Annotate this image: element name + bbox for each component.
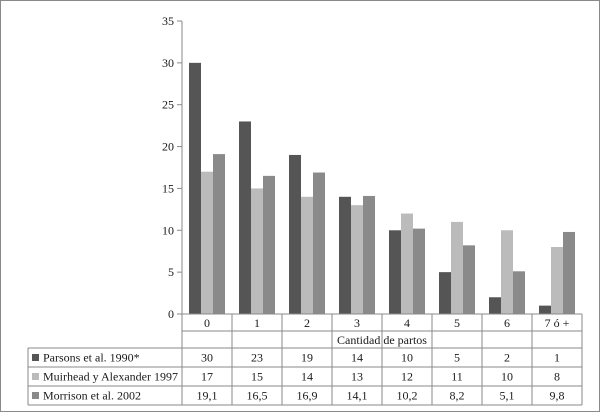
bar-2-3 — [351, 205, 363, 314]
bar-3-7ó+ — [563, 231, 575, 314]
bar-2-6 — [501, 230, 513, 314]
bar-2-4 — [401, 213, 413, 314]
bar-3-6 — [513, 271, 525, 314]
legend-label: Parsons et al. 1990* — [43, 351, 140, 365]
table-cell: 10 — [501, 370, 513, 384]
table-cell: 13 — [351, 370, 363, 384]
bar-1-4 — [389, 230, 401, 314]
bars — [189, 62, 575, 314]
legend-label: Muirhead y Alexander 1997 — [43, 370, 178, 384]
table-cell: 2 — [504, 351, 510, 365]
table-cell: 17 — [201, 370, 213, 384]
bar-2-7ó+ — [551, 247, 563, 314]
y-axis: 0 5 10 15 20 25 30 35 — [162, 14, 183, 321]
table-cell: 10 — [401, 351, 413, 365]
bar-3-0 — [213, 154, 225, 314]
legend-key — [32, 392, 39, 399]
bar-1-7ó+ — [539, 305, 551, 314]
y-tick-label: 35 — [162, 14, 174, 28]
y-tick-label: 30 — [162, 56, 174, 70]
table-cell: 30 — [201, 351, 213, 365]
x-tick-label: 5 — [454, 316, 460, 330]
bar-2-5 — [451, 221, 463, 314]
bar-2-2 — [301, 196, 313, 314]
y-tick-label: 0 — [168, 307, 174, 321]
table-cell: 11 — [451, 370, 463, 384]
table-cell: 9,8 — [550, 389, 565, 403]
bar-1-6 — [489, 297, 501, 314]
bar-2-1 — [251, 188, 263, 314]
x-tick-label: 1 — [254, 316, 260, 330]
y-tick-label: 10 — [162, 223, 174, 237]
legend-label: Morrison et al. 2002 — [43, 389, 141, 403]
legend-key — [32, 354, 39, 361]
x-tick-label: 6 — [504, 316, 510, 330]
table-cell: 14 — [301, 370, 313, 384]
table-cell: 5 — [454, 351, 460, 365]
bar-1-5 — [439, 272, 451, 314]
bar-1-0 — [189, 62, 201, 314]
y-tick-label: 5 — [168, 265, 174, 279]
bar-3-4 — [413, 228, 425, 314]
table-cell: 19 — [301, 351, 313, 365]
y-tick-label: 15 — [162, 181, 174, 195]
bar-1-2 — [289, 154, 301, 314]
table-cell: 12 — [401, 370, 413, 384]
table-cell: 16,5 — [247, 389, 268, 403]
table-cell: 16,9 — [297, 389, 318, 403]
x-tick-label: 4 — [404, 316, 410, 330]
y-tick-label: 25 — [162, 98, 174, 112]
x-tick-label: 2 — [304, 316, 310, 330]
table-cell: 15 — [251, 370, 263, 384]
x-tick-label: 3 — [354, 316, 360, 330]
y-tick-label: 20 — [162, 140, 174, 154]
table-cell: 5,1 — [500, 389, 515, 403]
table-cell: 19,1 — [197, 389, 218, 403]
bar-3-2 — [313, 172, 325, 314]
bar-1-3 — [339, 196, 351, 314]
table-cell: 1 — [554, 351, 560, 365]
table-cell: 10,2 — [397, 389, 418, 403]
table-cell: 23 — [251, 351, 263, 365]
legend-key — [32, 373, 39, 380]
bar-3-5 — [463, 245, 475, 314]
bar-3-3 — [363, 195, 375, 314]
table-cell: 14 — [351, 351, 363, 365]
table-cell: 14,1 — [347, 389, 368, 403]
bar-3-1 — [263, 175, 275, 314]
x-tick-label: 7 ó + — [545, 316, 570, 330]
bar-1-1 — [239, 121, 251, 314]
table-cell: 8,2 — [450, 389, 465, 403]
x-axis-label: Cantidad de partos — [337, 333, 427, 347]
table-cell: 8 — [554, 370, 560, 384]
x-tick-label: 0 — [204, 316, 210, 330]
bar-2-0 — [201, 171, 213, 314]
